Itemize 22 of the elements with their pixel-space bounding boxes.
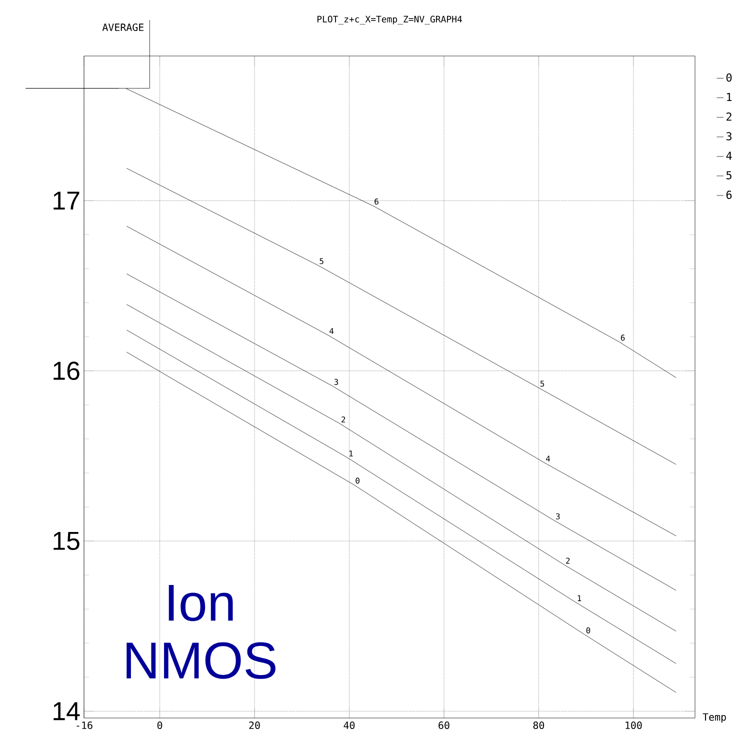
x-tick-label: 0 bbox=[157, 722, 162, 730]
legend-label: 4 bbox=[726, 152, 732, 160]
legend-label: 1 bbox=[727, 93, 732, 102]
chart-title: PLOT_z+c_X=Temp_Z=NV_GRAPH4 bbox=[317, 16, 462, 24]
x-tick-label: 80 bbox=[533, 722, 544, 730]
y-tick-label: 17 bbox=[54, 192, 80, 210]
x-tick-label: 40 bbox=[344, 722, 355, 730]
legend-label: 3 bbox=[726, 132, 732, 140]
legend-label: 5 bbox=[726, 171, 732, 180]
legend-label: 6 bbox=[726, 190, 732, 199]
x-tick-label: -16 bbox=[76, 722, 92, 730]
y-tick-label: 16 bbox=[54, 362, 80, 380]
x-tick-label: 20 bbox=[249, 722, 260, 730]
legend-label: 0 bbox=[726, 73, 732, 82]
y-tick-label: 15 bbox=[54, 532, 80, 550]
y-tick-label: 14 bbox=[54, 702, 80, 720]
legend-label: 2 bbox=[726, 112, 732, 121]
x-tick-label: 100 bbox=[626, 722, 642, 730]
x-axis-title: Temp bbox=[702, 713, 726, 723]
annotation: Ion NMOS bbox=[126, 584, 276, 679]
annotation: AVERAGE bbox=[102, 23, 144, 32]
x-tick-label: 60 bbox=[438, 722, 450, 730]
